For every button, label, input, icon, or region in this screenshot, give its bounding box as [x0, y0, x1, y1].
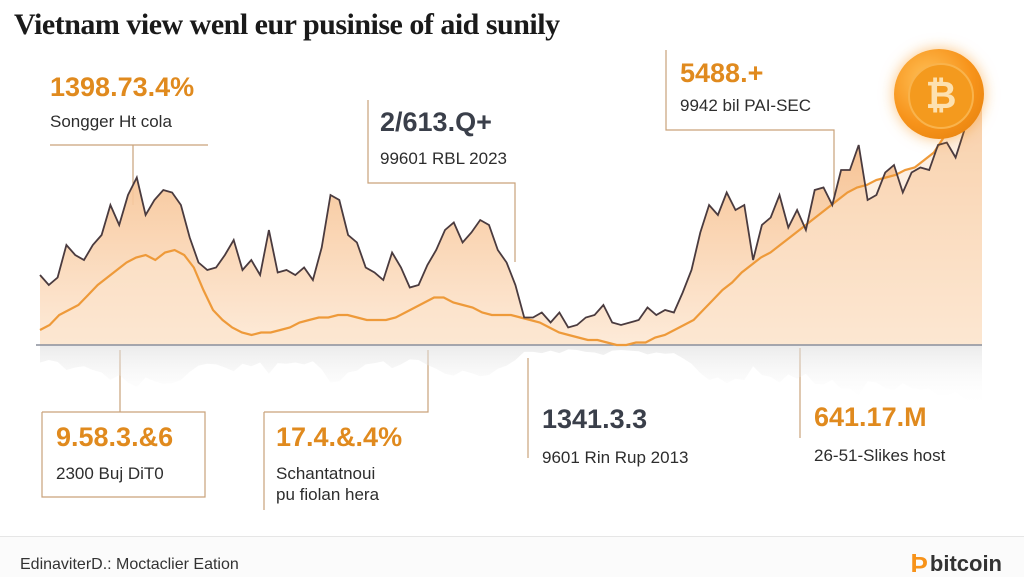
- callout-bottom-mid-right: 1341.3.3 9601 Rin Rup 2013: [542, 404, 689, 468]
- leader-top-right: [665, 50, 835, 200]
- callout-leader-lines: [41, 50, 835, 510]
- chart-title: Vietnam view wenl eur pusinise of aid su…: [14, 8, 560, 41]
- bitcoin-logo-icon: Þ: [910, 548, 928, 578]
- callout-label: Schantatnoui pu fiolan hera: [276, 464, 380, 505]
- footer-bar: EdinaviterD.: Moctaclier Eation Þ bitcoi…: [0, 536, 1024, 579]
- leader-top-mid: [367, 100, 516, 262]
- series-lower-line: [39, 96, 983, 347]
- callout-value: 1341.3.3: [542, 404, 648, 434]
- callout-label: Songger Ht cola: [50, 112, 172, 131]
- callout-bottom-mid-left: 17.4.&.4% Schantatnoui pu fiolan hera: [276, 422, 402, 506]
- bitcoin-coin-icon: ₿: [894, 49, 984, 139]
- callout-label: 99601 RBL 2023: [380, 149, 507, 168]
- callout-value: 5488.+: [680, 58, 764, 88]
- series-upper-line: [39, 94, 983, 329]
- callout-value: 1398.73.4%: [50, 72, 195, 102]
- callout-bottom-left: 9.58.3.&6 2300 Buj DiT0: [56, 422, 173, 484]
- callout-value: 2/613.Q+: [380, 107, 492, 137]
- source-note: EdinaviterD.: Moctaclier Eation: [20, 556, 239, 573]
- callout-value: 9.58.3.&6: [56, 422, 174, 452]
- callout-value: 17.4.&.4%: [276, 422, 403, 452]
- leader-bottom-mid-left: [263, 350, 429, 510]
- series-lower-area: [40, 97, 982, 345]
- callout-top-right: 5488.+ 9942 bil PAI-SEC: [680, 58, 811, 116]
- brand-name: bitcoin: [929, 550, 1002, 576]
- area-reflection: [40, 345, 982, 408]
- brand-logo: Þ bitcoin: [911, 548, 1002, 579]
- chart-marks: [36, 94, 983, 408]
- callout-bottom-right: 641.17.M 26-51-Slikes host: [814, 402, 945, 466]
- callout-value: 641.17.M: [814, 402, 927, 432]
- callout-top-mid: 2/613.Q+ 99601 RBL 2023: [380, 107, 507, 169]
- callout-label: 26-51-Slikes host: [814, 446, 946, 465]
- callout-label: 9601 Rin Rup 2013: [542, 448, 689, 467]
- callout-label: 9942 bil PAI-SEC: [680, 96, 812, 115]
- callout-label: 2300 Buj DiT0: [56, 464, 164, 483]
- callout-top-left: 1398.73.4% Songger Ht cola: [50, 72, 194, 132]
